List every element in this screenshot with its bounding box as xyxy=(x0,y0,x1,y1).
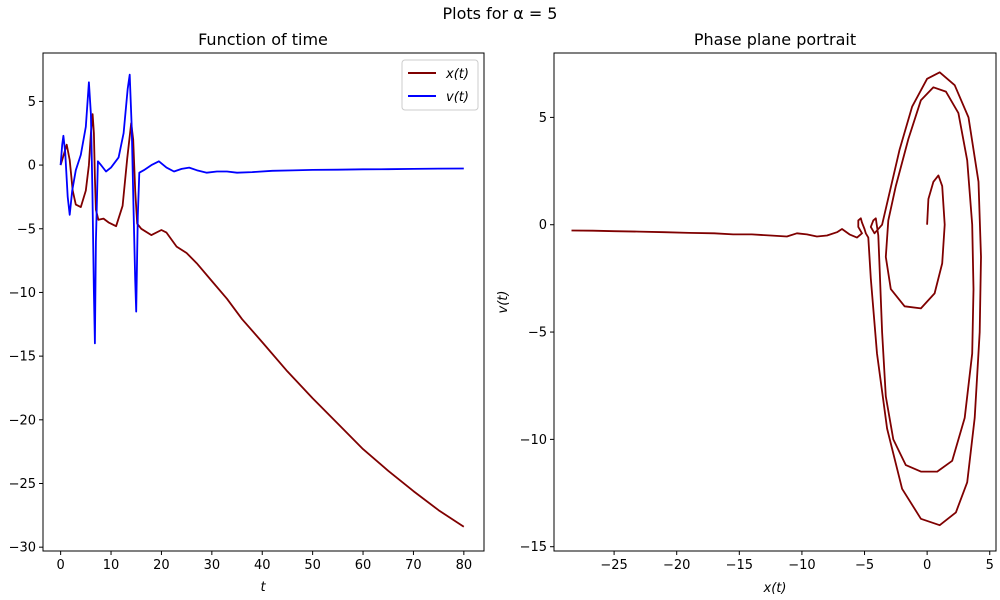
left-ytick-label: −30 xyxy=(9,541,36,556)
right-ytick-label: 5 xyxy=(539,111,547,126)
left-xtick-label: 10 xyxy=(103,558,120,573)
right-axes-phase-plane: Phase plane portrait −25 −20 −15 −10 −5 0 5 5 0… xyxy=(496,30,997,596)
left-axes-title: Function of time xyxy=(198,30,328,49)
left-xtick-label: 40 xyxy=(254,558,271,573)
right-ytick-label: −10 xyxy=(520,433,547,448)
left-ytick-label: −15 xyxy=(9,350,36,365)
right-xtick-label: −25 xyxy=(600,558,627,573)
left-xtick-label: 0 xyxy=(56,558,64,573)
left-series-line-vt xyxy=(59,73,464,345)
right-xtick-label: −20 xyxy=(663,558,690,573)
left-ytick-label: −25 xyxy=(9,477,36,492)
left-series-layer xyxy=(59,73,465,528)
legend-label-v: v(t) xyxy=(446,90,469,105)
right-y-axis-label: v(t) xyxy=(496,291,511,314)
left-xtick-label: 60 xyxy=(355,558,372,573)
left-ytick-label: −10 xyxy=(9,286,36,301)
right-ytick-label: 0 xyxy=(539,218,547,233)
right-xtick-label: 0 xyxy=(923,558,931,573)
left-ytick-label: 0 xyxy=(28,159,36,174)
legend-label-x: x(t) xyxy=(445,67,469,82)
left-yticks: 5 0 −5 −10 −15 −20 −25 −30 xyxy=(9,95,43,556)
right-xtick-label: 5 xyxy=(986,558,994,573)
right-xtick-label: −10 xyxy=(788,558,815,573)
left-xtick-label: 70 xyxy=(405,558,422,573)
right-ytick-label: −5 xyxy=(528,326,547,341)
right-axes-frame xyxy=(553,52,997,552)
left-ytick-label: −5 xyxy=(17,222,36,237)
legend: x(t) v(t) xyxy=(401,59,479,111)
left-series-line-xt xyxy=(59,113,465,528)
left-xtick-label: 50 xyxy=(304,558,321,573)
right-x-axis-label: x(t) xyxy=(763,581,787,596)
left-ytick-label: −20 xyxy=(9,413,36,428)
right-ytick-label: −15 xyxy=(520,540,547,555)
right-xtick-label: −5 xyxy=(855,558,874,573)
right-xtick-label: −15 xyxy=(726,558,753,573)
right-yticks: 5 0 −5 −10 −15 xyxy=(520,111,554,555)
left-xtick-label: 80 xyxy=(456,558,473,573)
figure-suptitle: Plots for α = 5 xyxy=(443,4,558,23)
right-series-line-trajectory xyxy=(571,71,982,527)
left-ytick-label: 5 xyxy=(28,95,36,110)
left-axes-frame xyxy=(42,52,485,552)
right-series-layer xyxy=(571,71,982,527)
left-xticks: 0 10 20 30 40 50 60 70 80 xyxy=(56,551,472,573)
left-xtick-label: 20 xyxy=(153,558,170,573)
right-axes-title: Phase plane portrait xyxy=(694,30,856,49)
left-axes-time-series: Function of time 0 10 20 30 40 50 60 70 80 50−5−… xyxy=(9,30,485,595)
right-xticks: −25 −20 −15 −10 −5 0 5 xyxy=(600,551,994,573)
left-xtick-label: 30 xyxy=(204,558,221,573)
left-x-axis-label: t xyxy=(260,580,266,595)
